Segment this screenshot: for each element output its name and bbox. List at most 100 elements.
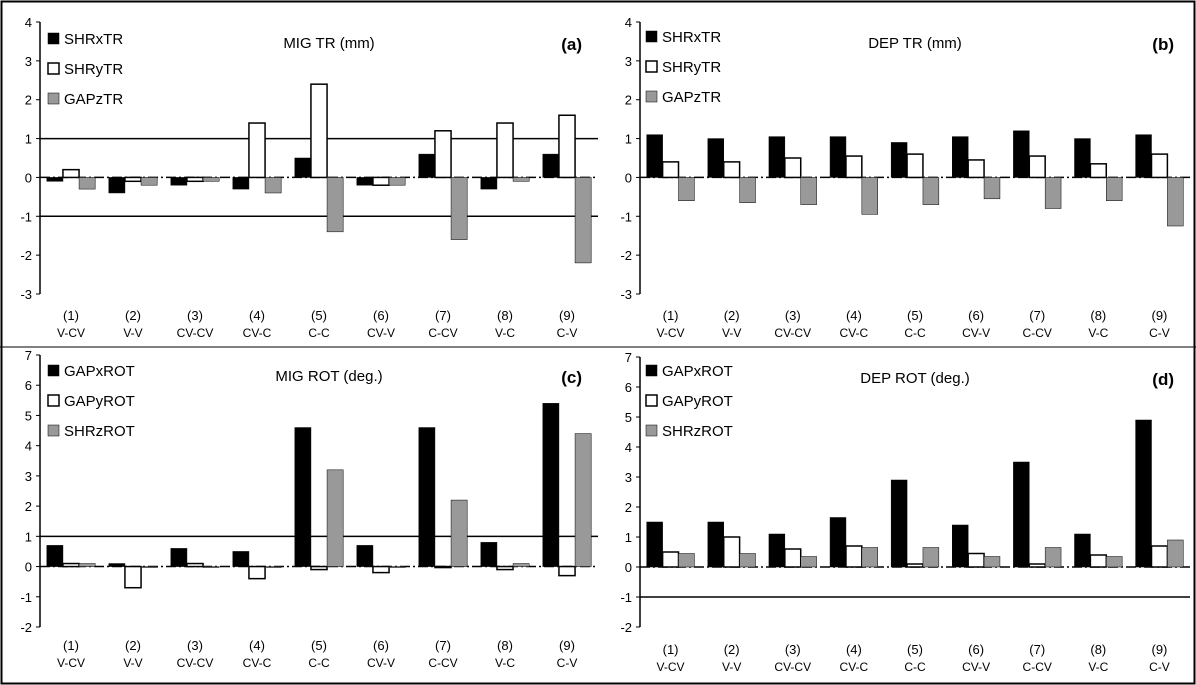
category-label: (5) (311, 638, 327, 653)
y-tick-label: 3 (625, 54, 632, 69)
legend-swatch (47, 424, 60, 437)
bar-gapyrot (372, 565, 390, 574)
bar-shrytr (186, 176, 204, 183)
category-sublabel: CV-V (367, 656, 395, 670)
y-tick-label: -1 (620, 209, 632, 224)
category-sublabel: CV-V (962, 326, 990, 340)
y-tick-label: 2 (25, 499, 32, 514)
category-label: (4) (846, 308, 862, 323)
bar-shrxtr (707, 138, 724, 178)
panel-label: (b) (1152, 35, 1174, 54)
legend: SHRxTR SHRyTR GAPzTR (47, 31, 123, 108)
legend-label: GAPxROT (662, 363, 733, 380)
bar-gapyrot (784, 548, 802, 568)
y-tick-label: 2 (25, 93, 32, 108)
bar-gapxrot (890, 479, 908, 568)
bar-shrxtr (890, 142, 908, 178)
panel-label: (c) (561, 368, 582, 387)
bar-shrxtr (232, 177, 250, 190)
legend-swatch (645, 394, 658, 407)
bar-gapyrot (661, 551, 680, 568)
bar-shrxtr (952, 136, 969, 178)
bar-gapztr (450, 177, 468, 240)
chart-panel-3: -2 -1 0 1 2 3 4 5 6 7 (1) V-CV (2) V-V (3) CV-CV (4) CV-C… (20, 348, 598, 670)
category-label: (7) (1029, 308, 1045, 323)
category-sublabel: CV-V (367, 326, 395, 340)
bar-gapztr (800, 177, 817, 205)
category-sublabel: V-C (1088, 326, 1108, 340)
chart-title: DEP TR (mm) (868, 35, 962, 52)
bar-gapyrot (1089, 554, 1108, 568)
legend-label: SHRyTR (64, 61, 123, 78)
category-sublabel: V-CV (57, 656, 85, 670)
category-label: (8) (1090, 642, 1106, 657)
y-tick-label: 6 (625, 380, 632, 395)
category-sublabel: CV-CV (774, 660, 811, 674)
y-tick-label: 2 (625, 500, 632, 515)
y-tick-label: 3 (625, 470, 632, 485)
bar-gapztr (326, 177, 344, 233)
category-sublabel: C-V (1149, 326, 1170, 340)
category-label: (2) (125, 638, 141, 653)
y-tick-label: 3 (25, 469, 32, 484)
chart-panel-4: -2 -1 0 1 2 3 4 5 6 7 (1) V-CV (2) V-V (3) CV-CV (4) CV-C… (620, 350, 1190, 674)
bar-shrxtr (1074, 138, 1091, 178)
category-sublabel: V-C (495, 326, 515, 340)
bar-gapyrot (906, 563, 924, 568)
bar-gapxrot (1074, 533, 1091, 568)
y-tick-label: -1 (20, 209, 32, 224)
bar-shrzrot (1044, 547, 1062, 568)
bar-shrxtr (108, 177, 126, 194)
category-sublabel: C-CV (428, 326, 457, 340)
y-tick-label: -2 (620, 620, 632, 635)
legend-swatch (645, 364, 658, 377)
bar-gapyrot (62, 562, 80, 568)
bar-gapxrot (768, 533, 786, 568)
bar-shrytr (496, 122, 514, 179)
legend: SHRxTR SHRyTR GAPzTR (645, 29, 721, 106)
y-tick-label: 4 (625, 440, 632, 455)
bar-shrzrot (1167, 539, 1184, 568)
y-tick-label: 4 (25, 439, 32, 454)
bar-gapztr (983, 177, 1001, 200)
bar-shrytr (1150, 153, 1169, 179)
category-sublabel: V-V (722, 326, 741, 340)
bar-shrytr (558, 114, 576, 179)
category-sublabel: V-C (495, 656, 515, 670)
legend-swatch (47, 32, 60, 45)
bar-gapyrot (248, 565, 266, 580)
category-sublabel: V-CV (657, 660, 685, 674)
chart-title: MIG TR (mm) (283, 35, 374, 52)
category-label: (6) (968, 642, 984, 657)
bar-shrzrot (739, 553, 756, 568)
bar-shrytr (784, 157, 802, 179)
legend-swatch (47, 364, 60, 377)
category-label: (4) (249, 308, 265, 323)
category-sublabel: V-V (123, 656, 142, 670)
bar-gapxrot (707, 521, 724, 568)
y-tick-label: 2 (625, 93, 632, 108)
bar-gapyrot (310, 565, 328, 571)
bar-shrzrot (512, 563, 530, 567)
bar-shrzrot (202, 566, 220, 568)
bar-gapztr (1106, 177, 1123, 201)
bar-gapxrot (170, 548, 188, 567)
bar-gapxrot (356, 545, 374, 567)
bar-shrzrot (574, 433, 592, 567)
y-tick-label: 5 (25, 408, 32, 423)
y-tick-label: 1 (25, 132, 32, 147)
panel-label: (d) (1152, 370, 1174, 389)
bar-gapztr (861, 177, 878, 215)
bar-gapyrot (722, 536, 741, 568)
category-sublabel: CV-C (840, 326, 869, 340)
category-sublabel: CV-CV (177, 326, 214, 340)
y-tick-label: -3 (20, 287, 32, 302)
bar-shrytr (310, 83, 328, 179)
bar-shrzrot (388, 566, 406, 568)
category-sublabel: C-V (1149, 660, 1170, 674)
category-label: (1) (663, 308, 679, 323)
category-sublabel: C-V (557, 326, 578, 340)
category-label: (3) (187, 308, 203, 323)
category-label: (9) (559, 308, 575, 323)
